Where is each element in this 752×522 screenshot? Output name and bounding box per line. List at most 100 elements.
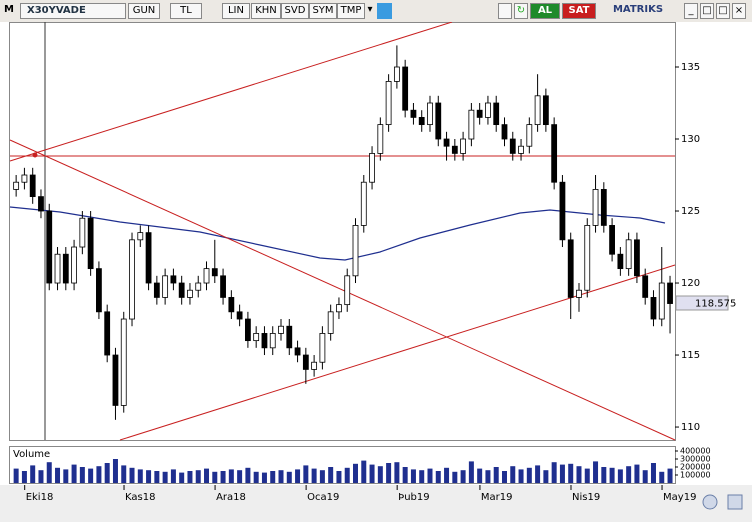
candle-body <box>187 289 193 298</box>
volume-bar <box>369 464 375 483</box>
candle-body <box>236 311 243 320</box>
volume-bar <box>88 468 94 483</box>
volume-bar <box>551 462 557 483</box>
volume-tick-label: 400000 <box>680 447 711 456</box>
button[interactable]: KHN <box>251 3 281 19</box>
candle-body <box>21 174 28 183</box>
candle-body <box>501 124 508 140</box>
volume-frame <box>9 446 676 484</box>
candle-body <box>96 268 102 313</box>
volume-bar <box>452 471 458 483</box>
button[interactable]: SVD <box>281 3 309 19</box>
volume-tick-label: 300000 <box>680 455 711 464</box>
volume-bar <box>237 470 243 483</box>
candle-body <box>542 95 549 126</box>
x-tick-label: Kas18 <box>125 492 155 503</box>
volume-bar <box>55 467 61 483</box>
volume-bar <box>170 469 176 483</box>
button[interactable]: TL <box>170 3 202 19</box>
candle-body <box>642 275 649 298</box>
volume-bar <box>303 465 309 483</box>
volume-bar <box>162 471 168 483</box>
volume-bar <box>121 465 127 483</box>
dropdown[interactable]: ▾ <box>367 4 373 15</box>
candle-body <box>509 138 516 154</box>
volume-bar <box>642 470 648 483</box>
window-button[interactable]: × <box>732 3 746 19</box>
volume-bar <box>21 471 27 483</box>
volume-bar <box>559 464 565 483</box>
candle-body <box>311 361 318 370</box>
candle-body <box>485 102 491 118</box>
window-button[interactable]: □ <box>716 3 730 19</box>
volume-bar <box>493 467 499 483</box>
candle-body <box>443 138 450 147</box>
buy-button[interactable]: AL <box>530 3 560 19</box>
candle-body <box>393 66 400 82</box>
volume-bar <box>377 466 383 483</box>
volume-bar <box>410 469 416 483</box>
volume-bar <box>601 467 607 483</box>
volume-bar <box>402 467 408 483</box>
brand: MATRIKS <box>612 4 664 15</box>
volume-bar <box>129 467 135 483</box>
volume-bar <box>593 461 599 483</box>
button[interactable]: SYM <box>309 3 337 19</box>
candle-body <box>576 289 582 298</box>
scroll-buttons[interactable] <box>702 494 743 510</box>
candle-body <box>360 181 367 226</box>
sell-button[interactable]: SAT <box>562 3 596 19</box>
trend-lines <box>9 22 676 441</box>
volume-bar <box>220 471 226 483</box>
window-button[interactable]: □ <box>700 3 714 19</box>
symbol-field[interactable]: X30YVADE <box>20 3 126 19</box>
volume-bar <box>485 470 491 483</box>
volume-bar <box>212 471 218 483</box>
volume-label: Volume <box>13 449 50 460</box>
candle-body <box>534 95 541 126</box>
candle-body <box>634 239 640 277</box>
volume-bar <box>336 471 342 483</box>
candle-body <box>269 333 276 349</box>
volume-bar <box>386 463 392 483</box>
candle-body <box>559 181 566 241</box>
volume-bar <box>444 467 450 483</box>
candle-body <box>46 210 53 284</box>
candle-body <box>377 124 384 154</box>
volume-bar <box>584 468 590 483</box>
candle-body <box>617 253 624 270</box>
y-tick-label: 120 <box>681 278 700 289</box>
volume-bar <box>311 468 317 483</box>
candle-body <box>625 239 632 270</box>
volume-tick-label: 200000 <box>680 463 711 472</box>
icon-button[interactable] <box>498 3 512 19</box>
candle-body <box>62 253 69 284</box>
y-tick-label: 115 <box>681 350 700 361</box>
candle-body <box>344 275 351 306</box>
volume-bar <box>245 467 251 483</box>
window-button[interactable]: _ <box>684 3 698 19</box>
button[interactable]: TMP <box>337 3 365 19</box>
candle-body <box>600 189 607 226</box>
volume-bar <box>460 470 466 483</box>
candle-body <box>567 239 574 298</box>
volume-bar <box>518 469 524 483</box>
candle-body <box>493 102 500 126</box>
volume-bar <box>13 468 19 483</box>
icon-button[interactable]: ↻ <box>514 3 528 19</box>
button[interactable]: LIN <box>222 3 250 19</box>
button[interactable]: GUN <box>128 3 160 19</box>
candle-body <box>302 354 309 370</box>
candle-body <box>294 347 301 356</box>
candle-body <box>129 239 135 320</box>
anchor-point <box>32 152 38 158</box>
candle-body <box>29 174 36 198</box>
toolbar: M X30YVADE GUN TL LIN KHN SVD SYM TMP ▾ … <box>0 0 752 23</box>
share-button[interactable] <box>377 3 392 19</box>
volume-bar <box>576 466 582 483</box>
candle-body <box>551 124 558 183</box>
volume-bar <box>179 472 185 483</box>
price-box <box>675 295 729 311</box>
candle-body <box>658 282 665 320</box>
